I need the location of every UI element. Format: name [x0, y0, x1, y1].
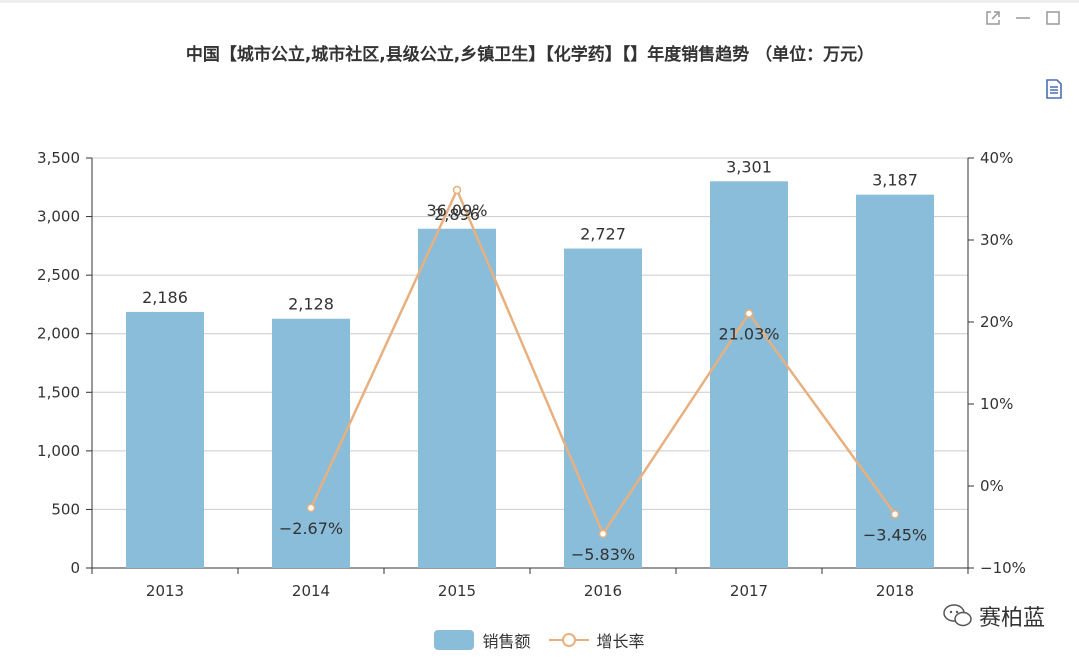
- watermark: 赛柏蓝: [943, 600, 1045, 632]
- growth-label-2014: −2.67%: [279, 519, 343, 538]
- bar-label-2013: 2,186: [142, 288, 188, 307]
- bar-label-2014: 2,128: [288, 295, 334, 314]
- growth-point-2016: [598, 529, 608, 539]
- top-border: [0, 0, 1079, 3]
- bar-2013: [126, 311, 204, 568]
- x-tick-label: 2016: [584, 582, 622, 600]
- bar-label-2017: 3,301: [726, 157, 772, 176]
- wechat-icon: [943, 604, 972, 627]
- y-left-tick-label: 2,000: [37, 325, 80, 343]
- maximize-icon[interactable]: [1043, 8, 1063, 28]
- bar-label-2018: 3,187: [872, 171, 918, 190]
- bar-2016: [564, 248, 642, 568]
- bar-2015: [418, 228, 496, 569]
- growth-point-2014: [306, 503, 316, 513]
- y-left-tick-label: 1,000: [37, 442, 80, 460]
- y-left-tick-label: 500: [51, 500, 80, 518]
- growth-label-2017: 21.03%: [718, 325, 779, 344]
- bar-label-2016: 2,727: [580, 225, 626, 244]
- y-right-tick-label: 40%: [980, 149, 1013, 167]
- watermark-text: 赛柏蓝: [978, 606, 1045, 631]
- legend: 销售额 增长率: [0, 628, 1079, 652]
- chart-toolbar: [983, 8, 1063, 28]
- y-right-tick-label: 20%: [980, 313, 1013, 331]
- x-tick-label: 2013: [146, 582, 184, 600]
- growth-label-2015: 36.09%: [426, 201, 487, 220]
- share-icon[interactable]: [983, 8, 1003, 28]
- y-right-tick-label: 30%: [980, 231, 1013, 249]
- growth-label-2016: −5.83%: [571, 545, 635, 564]
- data-view-icon[interactable]: [1043, 78, 1065, 100]
- legend-swatch-growth: [548, 633, 589, 647]
- y-left-tick-label: 1,500: [37, 383, 80, 401]
- bar-2017: [710, 181, 788, 568]
- x-tick-label: 2018: [876, 582, 914, 600]
- bar-2018: [856, 194, 934, 568]
- growth-point-2018: [890, 510, 900, 519]
- chart-title: 中国【城市公立,城市社区,县级公立,乡镇卫生】【化学药】【】年度销售趋势 （单位…: [185, 45, 875, 65]
- y-left-tick-label: 2,500: [37, 266, 80, 284]
- x-tick-label: 2017: [730, 582, 768, 600]
- minimize-icon[interactable]: [1013, 8, 1033, 28]
- growth-point-2017: [744, 309, 754, 318]
- y-right-tick-label: 0%: [980, 477, 1004, 495]
- x-tick-label: 2015: [438, 582, 476, 600]
- growth-point-2015: [452, 185, 462, 195]
- growth-label-2018: −3.45%: [863, 525, 927, 544]
- legend-swatch-sales: [434, 630, 475, 650]
- y-right-tick-label: −10%: [980, 559, 1026, 577]
- legend-item-growth[interactable]: 增长率: [548, 628, 645, 652]
- y-left-tick-label: 0: [70, 559, 80, 577]
- legend-label-growth: 增长率: [596, 632, 645, 651]
- legend-label-sales: 销售额: [482, 632, 531, 651]
- legend-item-sales[interactable]: 销售额: [434, 628, 531, 652]
- x-tick-label: 2014: [292, 582, 330, 600]
- y-right-tick-label: 10%: [980, 395, 1013, 413]
- bar-2014: [272, 318, 350, 568]
- y-left-tick-label: 3,500: [37, 149, 80, 167]
- y-left-tick-label: 3,000: [37, 208, 80, 226]
